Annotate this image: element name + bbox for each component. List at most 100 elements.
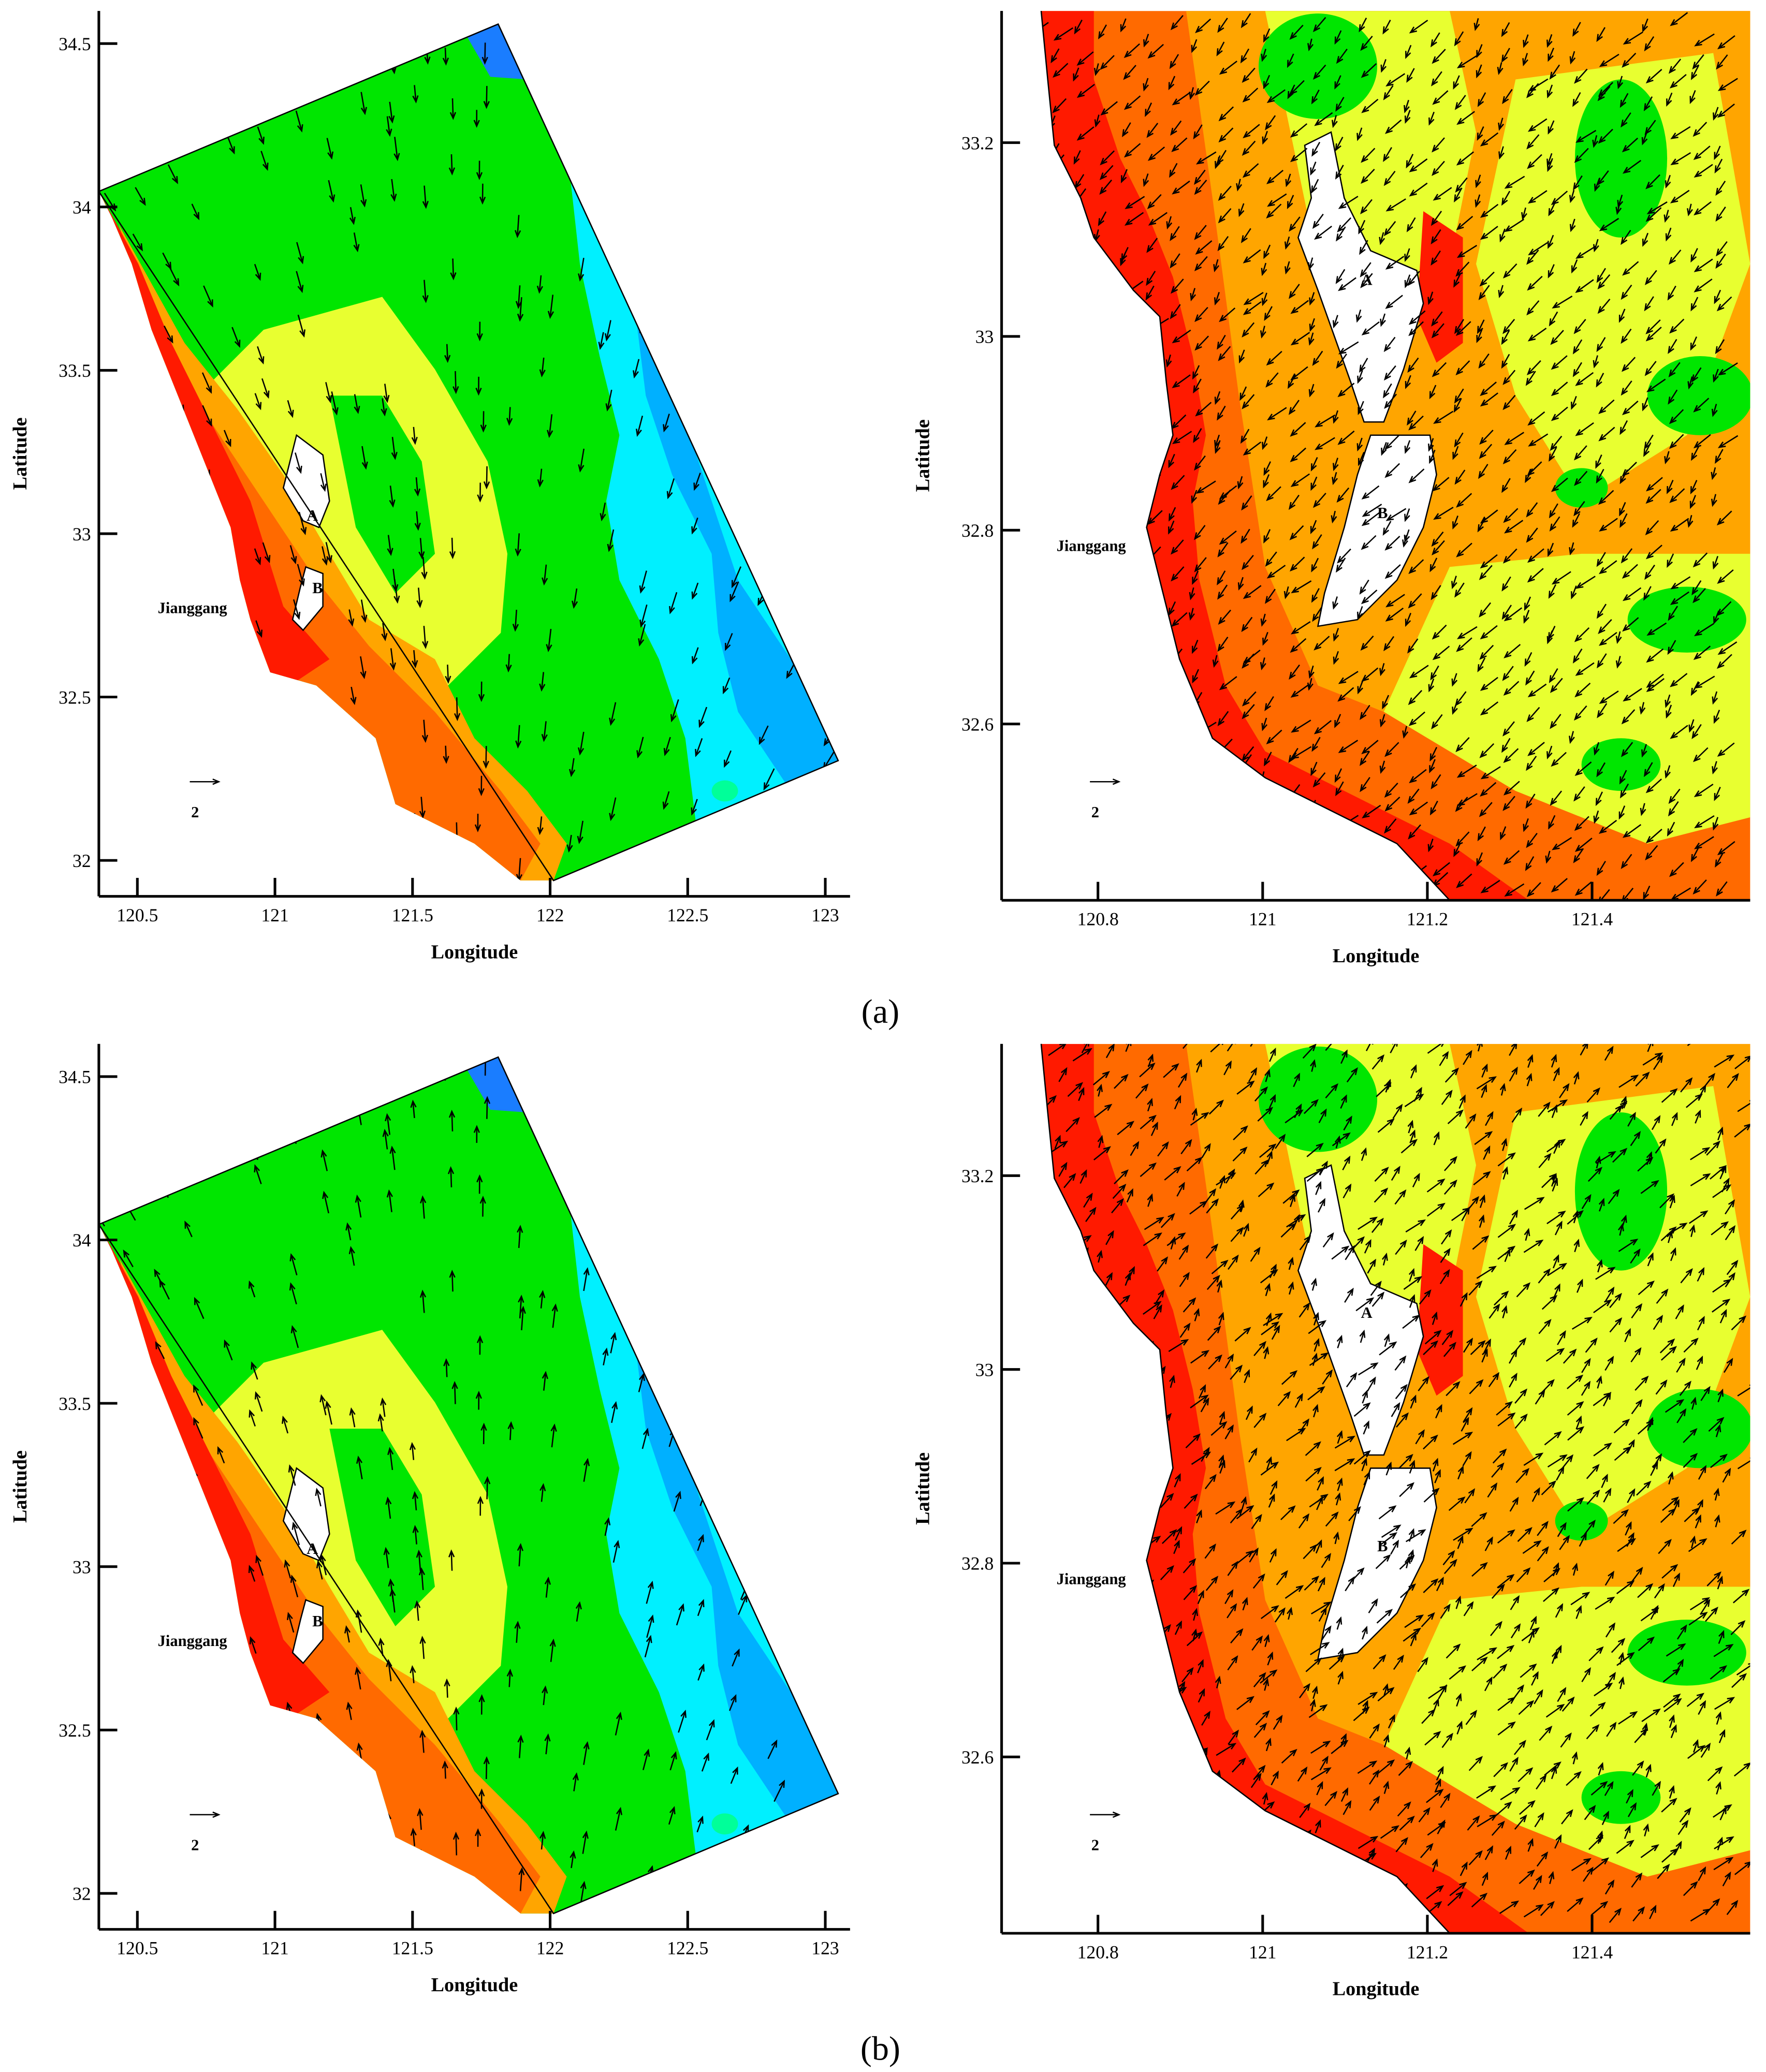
arrow xyxy=(1598,619,1612,635)
arrow xyxy=(1426,1202,1446,1217)
arrow xyxy=(134,816,145,835)
arrow xyxy=(629,24,636,32)
arrow xyxy=(1077,333,1097,347)
arrow xyxy=(290,1575,299,1597)
arrow xyxy=(381,778,387,797)
arrow xyxy=(1155,1883,1165,1899)
arrow xyxy=(1477,92,1486,107)
arrow xyxy=(249,1821,256,1840)
arrow xyxy=(1003,410,1009,423)
arrow xyxy=(1432,645,1450,660)
arrow xyxy=(187,1905,196,1914)
arrow xyxy=(678,1710,687,1733)
arrow xyxy=(1193,858,1203,873)
arrow xyxy=(1353,1450,1371,1465)
arrow xyxy=(1132,1726,1144,1742)
arrow xyxy=(1318,1607,1327,1622)
arrow xyxy=(1358,1362,1379,1376)
arrow xyxy=(191,203,200,221)
arrow xyxy=(1598,427,1615,442)
arrow xyxy=(1498,285,1505,299)
arrow xyxy=(1572,648,1583,664)
arrow xyxy=(676,1603,684,1626)
arrow xyxy=(1114,1883,1129,1898)
arrow xyxy=(760,1311,768,1328)
arrow xyxy=(1514,1388,1527,1404)
arrow xyxy=(1479,743,1495,758)
arrow xyxy=(691,582,699,600)
arrow xyxy=(1260,657,1266,670)
arrow xyxy=(1670,189,1690,203)
arrow xyxy=(639,855,647,878)
arrow xyxy=(1312,772,1326,788)
arrow xyxy=(1369,1723,1380,1739)
arrow xyxy=(1004,102,1013,116)
arrow xyxy=(1269,1548,1277,1563)
arrow xyxy=(1687,376,1694,390)
arrow xyxy=(787,549,798,567)
arrow xyxy=(1342,1800,1352,1815)
arrow xyxy=(517,1542,523,1567)
arrow xyxy=(1041,733,1046,748)
arrow xyxy=(422,185,429,209)
arrow xyxy=(1028,134,1037,148)
arrow xyxy=(1337,687,1354,702)
arrow xyxy=(1123,43,1141,58)
arrow xyxy=(1551,571,1571,585)
arrow xyxy=(1554,1834,1562,1849)
arrow xyxy=(1712,817,1719,831)
arrow xyxy=(1638,1281,1655,1296)
arrow xyxy=(1666,704,1672,719)
arrow xyxy=(1257,1107,1274,1122)
arrow xyxy=(1096,489,1102,504)
arrow xyxy=(1615,631,1622,644)
arrow xyxy=(1574,816,1589,831)
arrow xyxy=(1643,586,1652,601)
arrow xyxy=(1265,875,1280,891)
arrow xyxy=(1621,709,1636,725)
arrow xyxy=(1363,1420,1369,1435)
arrow xyxy=(1360,273,1373,288)
arrow xyxy=(447,1166,455,1187)
arrow xyxy=(1552,1254,1559,1269)
arrow xyxy=(1135,1083,1149,1099)
arrow xyxy=(1626,1439,1635,1454)
arrow xyxy=(129,594,140,611)
arrow xyxy=(1646,673,1664,688)
arrow xyxy=(1172,92,1191,106)
arrow xyxy=(1645,327,1662,342)
arrow xyxy=(1122,793,1132,809)
arrow xyxy=(1619,783,1629,799)
arrow xyxy=(262,542,271,564)
arrow xyxy=(1155,1289,1165,1305)
arrow xyxy=(1361,485,1380,499)
arrow xyxy=(1391,1166,1400,1181)
arrow xyxy=(1184,1493,1198,1509)
arrow xyxy=(1641,131,1648,145)
arrow xyxy=(1338,740,1359,753)
arrow xyxy=(1125,741,1145,755)
map-annotation: Jianggang xyxy=(158,1632,227,1650)
arrow xyxy=(1092,1071,1110,1085)
y-tick-label: 32.8 xyxy=(961,520,994,541)
arrow xyxy=(1574,761,1592,776)
arrow xyxy=(1573,1239,1580,1253)
arrow xyxy=(1288,1256,1294,1270)
arrow xyxy=(1361,1457,1367,1472)
arrow xyxy=(1454,582,1465,598)
arrow xyxy=(1290,638,1307,653)
arrow xyxy=(1382,1683,1389,1697)
arrow xyxy=(349,207,356,225)
arrow xyxy=(1456,637,1472,652)
arrow xyxy=(409,1442,416,1460)
arrow xyxy=(1622,400,1639,416)
arrow xyxy=(1696,1499,1703,1513)
arrow xyxy=(1041,1057,1042,1073)
arrow xyxy=(1144,1605,1150,1618)
arrow xyxy=(1307,38,1313,52)
arrow xyxy=(1502,1166,1509,1180)
arrow xyxy=(1479,802,1493,817)
arrow xyxy=(416,587,423,608)
arrow xyxy=(1236,1080,1255,1095)
arrow xyxy=(1645,520,1659,536)
